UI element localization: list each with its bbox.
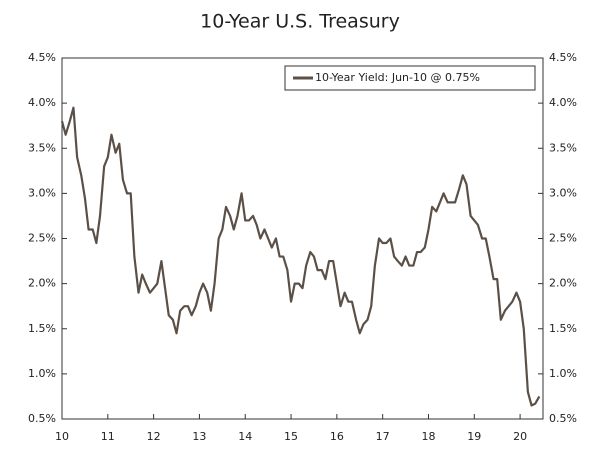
- x-tick-label: 16: [330, 430, 344, 443]
- x-tick-label: 10: [55, 430, 69, 443]
- y2-tick-label: 0.5%: [549, 412, 577, 425]
- y2-tick-label: 3.5%: [549, 141, 577, 154]
- legend-box: [284, 65, 536, 91]
- line-series: [60, 106, 541, 407]
- y2-tick-label: 2.5%: [549, 232, 577, 245]
- legend-label: 10-Year Yield: Jun-10 @ 0.75%: [315, 71, 480, 84]
- y-tick-label: 4.0%: [28, 96, 56, 109]
- y-tick-label: 1.5%: [28, 322, 56, 335]
- y-tick-label: 3.5%: [28, 141, 56, 154]
- x-tick-label: 13: [192, 430, 206, 443]
- y2-tick-label: 3.0%: [549, 186, 577, 199]
- x-tick-label: 12: [147, 430, 161, 443]
- y2-tick-label: 4.0%: [549, 96, 577, 109]
- y-tick-label: 3.0%: [28, 186, 56, 199]
- y-tick-label: 4.5%: [28, 51, 56, 64]
- y2-tick-label: 4.5%: [549, 51, 577, 64]
- y-tick-label: 1.0%: [28, 367, 56, 380]
- y2-tick-label: 1.5%: [549, 322, 577, 335]
- x-tick-label: 20: [513, 430, 527, 443]
- x-tick-label: 17: [376, 430, 390, 443]
- x-tick-label: 18: [421, 430, 435, 443]
- x-tick-label: 14: [238, 430, 252, 443]
- x-tick-label: 11: [101, 430, 115, 443]
- x-tick-label: 15: [284, 430, 298, 443]
- y-tick-label: 2.5%: [28, 232, 56, 245]
- x-tick-label: 19: [467, 430, 481, 443]
- y2-tick-label: 1.0%: [549, 367, 577, 380]
- y2-tick-label: 2.0%: [549, 277, 577, 290]
- chart-title: 10-Year U.S. Treasury: [200, 11, 400, 33]
- y-tick-label: 2.0%: [28, 277, 56, 290]
- y-tick-label: 0.5%: [28, 412, 56, 425]
